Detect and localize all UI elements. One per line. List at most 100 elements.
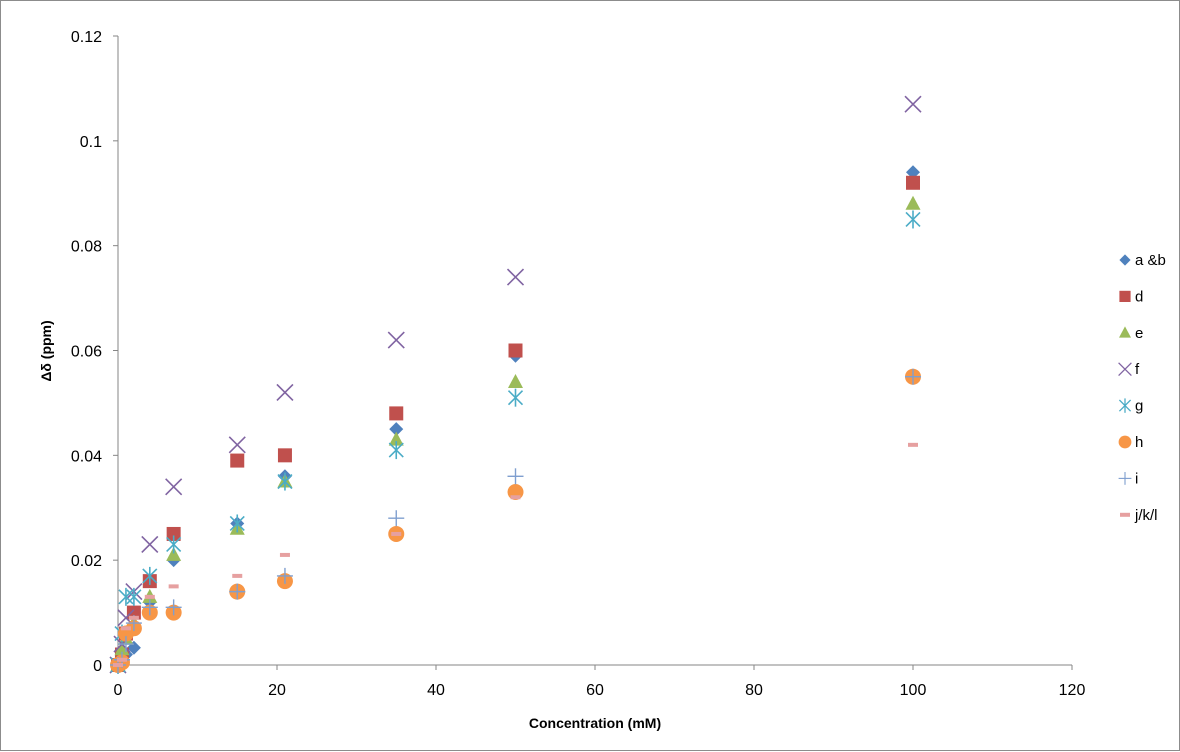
data-point [279,552,290,557]
data-point [165,599,182,616]
x-tick-label: 80 [745,682,763,699]
x-tick-label: 100 [900,682,927,699]
legend-marker-shape [1118,362,1132,377]
data-point [126,640,141,655]
legend-item: j/k/l [1120,507,1158,524]
data-point [508,343,523,358]
data-point [113,663,123,667]
x-tick-label: 60 [586,682,604,699]
data-point [276,567,293,584]
data-point [118,587,134,606]
legend: a &b d e f g h i j/k/l [1118,252,1166,524]
data-point [391,531,402,536]
data-point [128,615,139,620]
legend-marker [1118,435,1132,449]
series-i [110,368,921,673]
data-point [166,526,181,541]
data-point [507,388,524,407]
legend-marker [1119,290,1131,302]
legend-label: f [1135,361,1140,378]
data-point [904,95,922,113]
data-point [387,331,405,349]
legend-item: a &b [1119,252,1166,269]
data-point [141,599,158,616]
x-stroke [506,268,525,286]
data-point [389,406,404,421]
series-h [110,368,921,673]
data-point [388,431,404,446]
data-points [109,95,922,674]
legend-marker [1118,362,1132,377]
legend-marker-shape [1119,326,1131,338]
x-stroke [1118,362,1132,377]
y-tick-label: 0.02 [71,553,102,570]
data-point [277,472,293,491]
x-tick-label: 0 [114,682,123,699]
legend-label: g [1135,398,1143,415]
legend-marker [1119,254,1131,266]
y-tick-label: 0.06 [71,344,102,361]
data-point [506,268,525,286]
data-point [277,448,292,463]
x-tick-label: 120 [1059,682,1086,699]
data-point [232,573,243,578]
legend-label: d [1135,288,1143,305]
y-tick-label: 0 [93,658,102,675]
data-point [116,657,127,662]
data-point [388,441,404,460]
x-stroke [276,383,294,401]
legend-marker [1118,471,1132,485]
y-tick-label: 0.08 [71,239,102,256]
legend-item: e [1119,325,1143,342]
data-point [142,566,158,585]
x-tick-label: 20 [268,682,286,699]
data-point [120,626,131,631]
data-point [141,535,159,554]
series-e [110,195,921,671]
data-point [905,368,921,385]
data-point [389,422,404,437]
legend-marker-shape [1118,398,1132,413]
legend-marker-shape [1118,435,1132,449]
y-tick-label: 0.04 [71,448,102,465]
y-axis-title: Δδ (ppm) [38,320,54,381]
legend-label: h [1135,434,1143,451]
series-j-k-l [113,442,918,667]
data-point [229,514,245,533]
legend-item: h [1118,434,1143,451]
legend-marker [1119,326,1131,338]
y-tick-label: 0.1 [80,134,102,151]
data-point [908,442,918,447]
legend-marker [1120,512,1130,517]
x-axis-title: Concentration (mM) [529,715,661,731]
legend-marker-shape [1119,254,1131,266]
data-point [117,636,134,653]
legend-label: a &b [1135,252,1166,269]
series-g [110,210,921,674]
x-stroke [141,535,159,554]
data-point [905,210,921,229]
data-point [229,583,246,600]
data-point [228,436,246,454]
data-point [906,175,920,190]
data-point [166,546,182,561]
data-point [507,468,524,485]
legend-marker-shape [1118,471,1132,485]
data-point [905,195,921,210]
data-point [166,535,182,554]
data-point [144,594,155,599]
legend-item: g [1118,398,1143,415]
x-tick-label: 40 [427,682,445,699]
data-point [168,584,179,589]
data-point [508,373,523,388]
legend-marker [1118,398,1132,413]
data-point [165,478,183,496]
legend-label: i [1135,470,1138,487]
legend-item: i [1118,470,1138,487]
data-point [510,495,521,500]
legend-item: d [1119,288,1143,305]
data-point [388,510,405,527]
legend-label: j/k/l [1134,507,1158,524]
